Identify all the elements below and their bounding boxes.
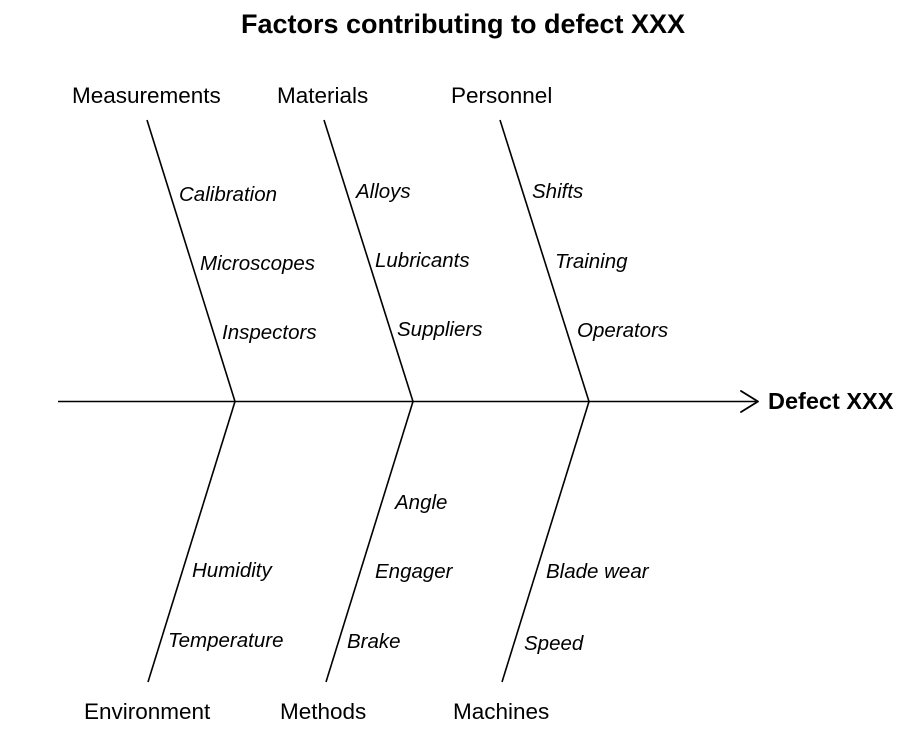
svg-text:Measurements: Measurements [72,83,221,108]
svg-text:Machines: Machines [453,699,549,724]
svg-text:Humidity: Humidity [192,559,273,582]
svg-text:Alloys: Alloys [354,180,411,203]
svg-text:Shifts: Shifts [532,180,583,203]
svg-text:Engager: Engager [375,560,454,583]
svg-text:Personnel: Personnel [451,83,552,108]
svg-text:Inspectors: Inspectors [222,321,317,344]
svg-text:Angle: Angle [393,491,447,514]
svg-text:Methods: Methods [280,699,366,724]
svg-text:Environment: Environment [84,699,211,724]
svg-text:Materials: Materials [277,83,368,108]
svg-text:Blade wear: Blade wear [546,560,650,583]
svg-text:Brake: Brake [347,630,401,653]
svg-text:Speed: Speed [524,632,584,655]
svg-text:Suppliers: Suppliers [397,318,482,341]
svg-text:Temperature: Temperature [168,629,283,652]
svg-text:Lubricants: Lubricants [375,249,470,272]
svg-text:Training: Training [555,250,628,273]
svg-text:Calibration: Calibration [179,183,277,206]
svg-text:Factors contributing to defect: Factors contributing to defect XXX [241,9,685,39]
svg-text:Operators: Operators [577,319,668,342]
svg-text:Microscopes: Microscopes [200,252,315,275]
svg-text:Defect XXX: Defect XXX [768,388,894,414]
